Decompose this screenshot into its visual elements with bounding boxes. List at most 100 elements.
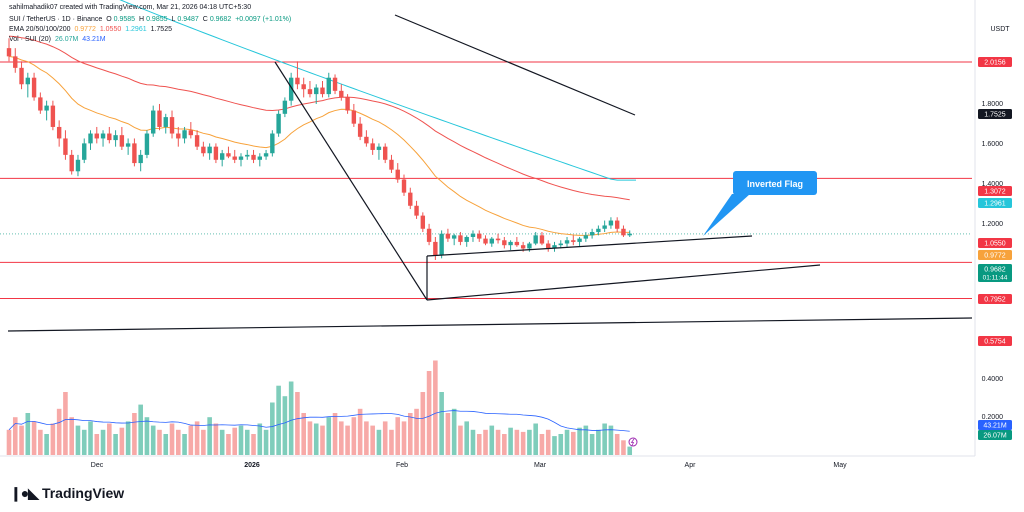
candle-body	[82, 143, 87, 160]
ema-row[interactable]: EMA 20/50/100/200 0.9772 1.0550 1.2961 1…	[9, 25, 174, 35]
candle-body	[458, 235, 463, 242]
candle-body	[238, 156, 244, 160]
volume-bar	[577, 427, 582, 455]
tradingview-logo[interactable]: ❙●◣ TradingView	[10, 485, 124, 502]
candle-body	[451, 235, 457, 239]
flagpole-line	[274, 61, 428, 301]
candle-body	[63, 138, 68, 155]
volume-bar	[107, 423, 112, 455]
time-tick-label: Mar	[534, 462, 547, 469]
candle-body	[276, 113, 281, 134]
candle-body	[25, 77, 31, 85]
candle-body	[527, 243, 532, 249]
candle-body	[395, 169, 400, 180]
candle-body	[364, 136, 369, 144]
volume-bar	[119, 427, 125, 455]
candle-body	[383, 146, 388, 160]
ohlc-open-label: O	[106, 16, 112, 23]
volume-bar	[583, 425, 589, 455]
volume-bar	[527, 429, 532, 455]
candle-body	[445, 233, 451, 239]
price-tag	[978, 420, 1012, 430]
volume-bar	[489, 425, 495, 455]
price-tag	[978, 186, 1012, 196]
ema20-value: 0.9772	[74, 26, 96, 33]
volume-bar	[401, 421, 407, 455]
volume-bar	[596, 429, 601, 455]
volume-bar	[100, 429, 106, 455]
candle-body	[320, 87, 325, 95]
volume-bar	[81, 429, 87, 455]
price-tag	[978, 198, 1012, 208]
volume-bar	[539, 434, 545, 455]
volume-bar	[219, 429, 225, 455]
price-tag	[978, 264, 1012, 282]
volume-bar	[188, 425, 194, 455]
candle-body	[483, 238, 488, 244]
volume-bar	[201, 429, 206, 455]
time-tick-label: May	[833, 462, 847, 469]
volume-bar	[332, 413, 338, 455]
volume-bar	[439, 392, 444, 455]
price-tag	[978, 250, 1012, 260]
price-tag	[978, 336, 1012, 346]
volume-bar	[533, 423, 538, 455]
candle-body	[558, 243, 563, 246]
volume-row[interactable]: Vol · SUI (20) 26.07M 43.21M	[9, 35, 108, 45]
candle-body	[314, 87, 319, 95]
volume-bar	[6, 429, 12, 455]
candle-body	[138, 154, 143, 164]
candle-body	[38, 97, 43, 111]
volume-bar	[351, 417, 357, 455]
candle-body	[219, 153, 225, 160]
volume-bar	[508, 427, 513, 455]
candle-body	[157, 110, 162, 127]
candle-body	[433, 241, 438, 256]
volume-bar	[257, 423, 263, 455]
volume-bar	[69, 417, 74, 455]
volume-bar	[464, 421, 470, 455]
candle-body	[401, 179, 407, 193]
volume-bar	[445, 413, 451, 455]
volume-bar	[589, 434, 595, 455]
volume-bar	[614, 434, 620, 455]
volume-bar	[56, 408, 62, 455]
volume-bar	[213, 423, 219, 455]
candle-body	[257, 156, 262, 160]
candle-body	[44, 105, 49, 111]
callout-text: Inverted Flag	[747, 179, 803, 189]
candle-body	[546, 243, 551, 249]
candle-body	[533, 235, 538, 244]
price-tag-label: 2.0156	[984, 60, 1006, 67]
candle-body	[270, 133, 275, 154]
volume-bar	[520, 431, 526, 455]
candle-body	[94, 133, 99, 139]
candle-body	[508, 241, 513, 246]
volume-bar	[564, 429, 570, 455]
price-axis-currency: USDT	[990, 26, 1010, 33]
candle-body	[125, 143, 131, 147]
candle-body	[502, 240, 507, 246]
volume-label: Vol · SUI (20)	[9, 36, 52, 43]
volume-bar	[270, 402, 275, 455]
candle-body	[226, 153, 231, 157]
volume-bar	[125, 421, 131, 455]
price-tag-label: 0.5754	[984, 339, 1006, 346]
volume-bar	[44, 434, 49, 455]
volume-bar	[571, 431, 576, 455]
volume-bar	[163, 434, 169, 455]
ema20-line	[8, 55, 630, 236]
volume-bar	[132, 413, 137, 455]
time-tick-label: 2026	[244, 462, 260, 469]
volume-bar	[288, 381, 294, 455]
volume-bar	[94, 434, 100, 455]
brand-name: TradingView	[41, 485, 125, 501]
candle-body	[119, 135, 125, 147]
price-tag-label: 1.0550	[984, 241, 1006, 248]
candle-body	[151, 110, 156, 134]
candle-body	[88, 133, 93, 144]
candle-body	[144, 133, 150, 155]
price-tag	[978, 294, 1012, 304]
volume-bar	[313, 423, 319, 455]
